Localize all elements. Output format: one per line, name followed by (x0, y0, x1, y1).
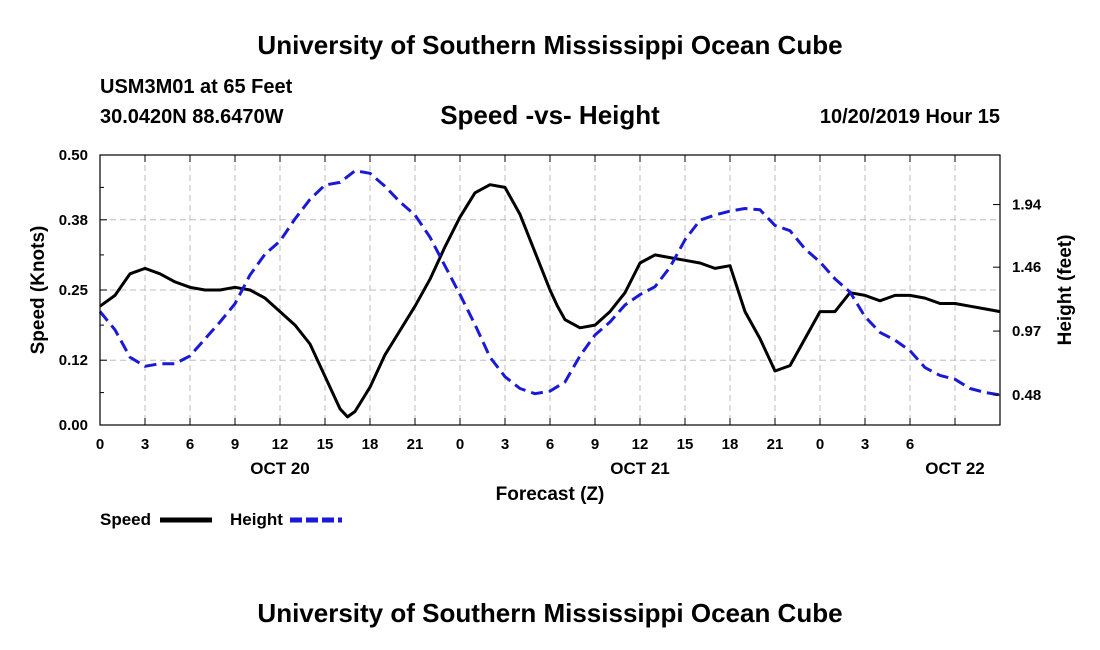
date-label: OCT 21 (610, 459, 670, 478)
legend: Speed Height (100, 510, 342, 529)
x-tick-label: 0 (816, 436, 824, 453)
y-tick-label: 0.00 (59, 417, 88, 434)
y2-axis-label: Height (feet) (1055, 235, 1076, 346)
x-tick-label: 15 (317, 436, 334, 453)
x-tick-label: 21 (767, 436, 784, 453)
chart-title: Speed -vs- Height (440, 100, 660, 130)
x-tick-label: 21 (407, 436, 424, 453)
plot-frame (99, 154, 1001, 426)
axes: 0 3 6 9 12 15 18 21 0 3 6 9 12 15 18 21 0 3 6 OCT 20 OCT 21 O… (59, 147, 1042, 478)
y-axis-label: Speed (Knots) (28, 226, 49, 355)
y2-tick-label: 1.46 (1012, 259, 1041, 276)
x-tick-label: 12 (632, 436, 649, 453)
date-label: OCT 22 (925, 459, 985, 478)
legend-label: Height (230, 510, 283, 529)
page-title: University of Southern Mississippi Ocean… (257, 30, 843, 60)
x-tick-label: 18 (362, 436, 379, 453)
x-tick-label: 9 (231, 436, 239, 453)
legend-label: Speed (100, 510, 151, 529)
series-line-speed (99, 183, 1001, 419)
x-tick-label: 15 (677, 436, 694, 453)
y-tick-label: 0.25 (59, 282, 88, 299)
x-tick-label: 6 (546, 436, 554, 453)
datetime-label: 10/20/2019 Hour 15 (819, 106, 1000, 128)
x-tick-label: 0 (96, 436, 104, 453)
x-tick-label: 9 (591, 436, 599, 453)
station-label: USM3M01 at 65 Feet (100, 76, 293, 98)
y-tick-label: 0.38 (59, 212, 88, 229)
y-tick-label: 0.50 (59, 147, 88, 164)
grid (100, 155, 1000, 425)
x-tick-label: 3 (861, 436, 869, 453)
y2-tick-label: 0.97 (1012, 323, 1041, 340)
x-tick-label: 3 (501, 436, 509, 453)
y2-tick-label: 0.48 (1012, 387, 1041, 404)
y-tick-label: 0.12 (59, 352, 88, 369)
x-tick-label: 12 (272, 436, 289, 453)
footer-title: University of Southern Mississippi Ocean… (257, 598, 843, 628)
x-tick-label: 0 (456, 436, 464, 453)
date-label: OCT 20 (250, 459, 310, 478)
x-tick-label: 18 (722, 436, 739, 453)
x-tick-label: 6 (186, 436, 194, 453)
coordinates-label: 30.0420N 88.6470W (100, 106, 284, 128)
x-tick-label: 6 (906, 436, 914, 453)
series-layer (98, 169, 1001, 419)
y2-tick-label: 1.94 (1012, 197, 1042, 214)
series-line-height (98, 169, 1001, 397)
x-tick-label: 3 (141, 436, 149, 453)
x-axis-label: Forecast (Z) (496, 484, 605, 505)
